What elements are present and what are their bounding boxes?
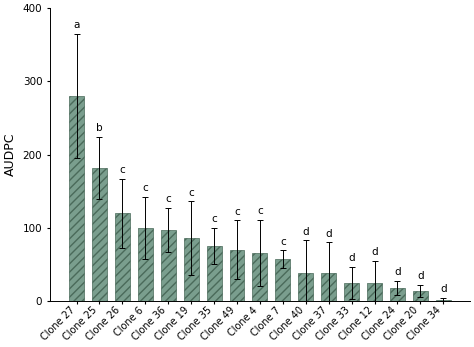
Text: c: c <box>119 165 125 175</box>
Y-axis label: AUDPC: AUDPC <box>4 133 17 176</box>
Text: d: d <box>417 271 424 281</box>
Text: c: c <box>280 237 286 247</box>
Bar <box>321 273 336 301</box>
Text: a: a <box>73 20 80 30</box>
Bar <box>275 259 290 301</box>
Bar <box>115 213 130 301</box>
Text: c: c <box>234 207 240 217</box>
Bar <box>253 253 267 301</box>
Bar <box>207 246 221 301</box>
Bar <box>161 230 176 301</box>
Text: d: d <box>348 253 355 263</box>
Text: d: d <box>325 229 332 239</box>
Text: c: c <box>142 184 148 193</box>
Bar <box>69 96 84 301</box>
Text: d: d <box>440 285 447 294</box>
Bar <box>390 288 405 301</box>
Bar <box>229 250 245 301</box>
Text: c: c <box>188 188 194 198</box>
Bar <box>138 228 153 301</box>
Bar <box>413 291 428 301</box>
Text: d: d <box>394 267 401 277</box>
Text: c: c <box>165 194 171 204</box>
Text: d: d <box>302 227 309 237</box>
Bar <box>298 273 313 301</box>
Text: d: d <box>371 247 378 257</box>
Bar <box>436 299 451 301</box>
Text: c: c <box>211 214 217 224</box>
Bar <box>344 283 359 301</box>
Text: b: b <box>96 124 103 133</box>
Bar <box>92 168 107 301</box>
Bar <box>367 283 382 301</box>
Text: c: c <box>257 206 263 216</box>
Bar <box>184 238 199 301</box>
